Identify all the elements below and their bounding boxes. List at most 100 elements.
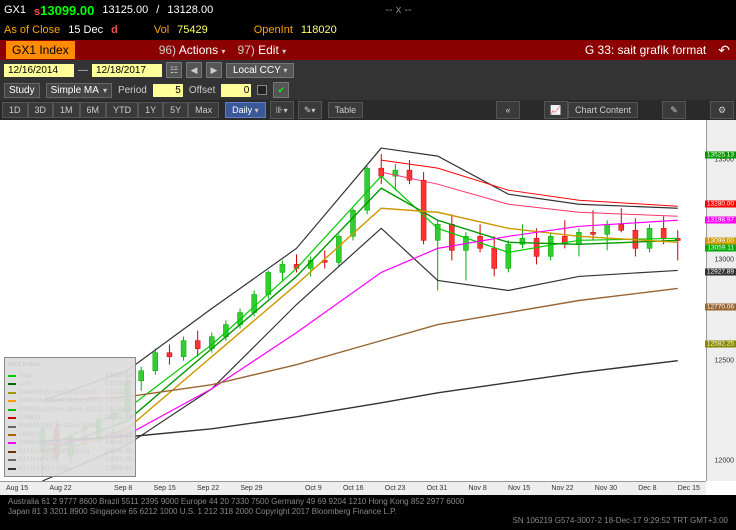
x-label: Sep 15 — [154, 485, 176, 492]
back-icon[interactable]: ↶ — [718, 42, 730, 59]
date-to[interactable] — [92, 64, 162, 77]
candle-icon[interactable]: ⊪▾ — [270, 101, 294, 119]
change-d: d — [111, 24, 118, 36]
range-max[interactable]: Max — [188, 102, 219, 118]
footer-line3: SN 106219 G574-3007-2 18-Dec-17 9:29:52 … — [8, 516, 728, 526]
y-tick: 13000 — [715, 257, 734, 264]
calendar-icon[interactable]: ☷ — [166, 62, 182, 78]
range-3d[interactable]: 3D — [28, 102, 54, 118]
main-toolbar: GX1 Index 96) Actions ▾ 97) Edit ▾ G 33:… — [0, 40, 736, 60]
table-button[interactable]: Table — [328, 102, 364, 118]
range-1m[interactable]: 1M — [53, 102, 80, 118]
gear-icon[interactable]: ⚙ — [710, 101, 734, 119]
period-label: Period — [118, 85, 147, 96]
x-label: Oct 31 — [427, 485, 448, 492]
range-bar: 1D3D1M6MYTD1Y5YMax Daily ▾ ⊪▾ ✎▾ Table «… — [0, 100, 736, 120]
x-label: Sep 22 — [197, 485, 219, 492]
legend-row: High13629.50 — [8, 372, 132, 380]
y-tick: 12500 — [715, 357, 734, 364]
low: -- x -- — [385, 4, 411, 16]
range-ytd[interactable]: YTD — [106, 102, 138, 118]
range-1d[interactable]: 1D — [2, 102, 28, 118]
x-label: Nov 8 — [468, 485, 486, 492]
date-bar: — ☷ ◀ ▶ Local CCY ▾ — [0, 60, 736, 80]
offset-input[interactable] — [221, 84, 251, 97]
y-flag: 13198.97 — [705, 217, 736, 224]
high: 13128.00 — [167, 4, 213, 16]
actions-menu[interactable]: 96) Actions ▾ — [159, 43, 226, 57]
prev-icon[interactable]: ◀ — [186, 62, 202, 78]
next-icon[interactable]: ▶ — [206, 62, 222, 78]
y-flag: 13059.11 — [705, 245, 736, 252]
y-flag: 12770.06 — [705, 303, 736, 310]
asof-date: 15 Dec — [68, 24, 103, 36]
offset-checkbox[interactable] — [257, 85, 267, 95]
offset-label: Offset — [189, 85, 216, 96]
x-label: Dec 15 — [678, 485, 700, 492]
last-price: 13099.00 — [40, 3, 94, 18]
x-label: Sep 8 — [114, 485, 132, 492]
legend-row: KLTN MA(10)13081.89 — [8, 456, 132, 464]
chart-content-button[interactable]: Chart Content — [568, 102, 638, 118]
chart-area[interactable]: 1200012500130001350013525.1313280.001319… — [0, 120, 736, 495]
x-label: Aug 22 — [49, 485, 71, 492]
range-1y[interactable]: 1Y — [138, 102, 163, 118]
legend-row: SMAVG (20) on Close (GX1)13120.59 — [8, 406, 132, 414]
x-label: Sep 29 — [240, 485, 262, 492]
legend-row: Low13029.50 — [8, 380, 132, 388]
chart-add-icon[interactable]: 📈 — [544, 101, 568, 119]
legend-row: BollMA (20) on Close (GX1) — [8, 422, 132, 430]
study-dropdown[interactable]: Study — [4, 83, 40, 98]
apply-icon[interactable]: ✔ — [273, 82, 289, 98]
footer-line1: Australia 61 2 9777 8600 Brazil 5511 239… — [8, 497, 728, 507]
footer: Australia 61 2 9777 8600 Brazil 5511 239… — [0, 495, 736, 528]
x-label: Oct 9 — [305, 485, 322, 492]
study-bar: Study Simple MA▾ Period Offset ✔ — [0, 80, 736, 100]
range-5y[interactable]: 5Y — [163, 102, 188, 118]
legend-box: GX1 Index High13629.50Low13029.50SMAVG (… — [4, 357, 136, 477]
legend-row: SMAVG (10) on Close (GX1)13072.53 — [8, 397, 132, 405]
y-flag: 13525.13 — [705, 152, 736, 159]
index-name: GX1 Index — [6, 41, 75, 59]
price-header: GX1 s13099.00 13125.00 / 13128.00 -- x -… — [0, 0, 736, 20]
collapse-icon[interactable]: « — [496, 101, 520, 119]
x-label: Oct 16 — [343, 485, 364, 492]
page-title: G 33: sait grafik format — [585, 43, 706, 57]
x-label: Oct 23 — [385, 485, 406, 492]
open: 13125.00 — [102, 4, 148, 16]
ticker: GX1 — [4, 4, 26, 16]
legend-row: SMAVG(50)13198.75 — [8, 439, 132, 447]
range-6m[interactable]: 6M — [80, 102, 107, 118]
edit-menu[interactable]: 97) Edit ▾ — [237, 43, 286, 57]
x-label: Nov 30 — [595, 485, 617, 492]
footer-line2: Japan 81 3 3201 8900 Singapore 65 6212 1… — [8, 507, 728, 517]
y-flag: 12582.25 — [705, 341, 736, 348]
y-flag: 13099.00 — [705, 237, 736, 244]
asof-label: As of Close — [4, 24, 60, 36]
legend-row: KLTN LB(10,100)12959.54 — [8, 465, 132, 473]
currency-dropdown[interactable]: Local CCY ▾ — [226, 63, 294, 78]
legend-row: SMAVG (5) on Close (GX1)13108.57 — [8, 389, 132, 397]
period-input[interactable] — [153, 84, 183, 97]
info-header: As of Close 15 Dec d Vol 75429 OpenInt 1… — [0, 20, 736, 40]
y-flag: 13280.00 — [705, 201, 736, 208]
oi-value: 118020 — [301, 24, 337, 36]
legend-row: KLTN UB(10,100) (GX1)13294.39 — [8, 448, 132, 456]
x-axis: Aug 15 Aug 22 Sep 8 Sep 15 Sep 22 Sep 29 Oct 9… — [0, 481, 706, 495]
y-axis: 1200012500130001350013525.1313280.001319… — [706, 120, 736, 481]
vol-label: Vol — [154, 24, 169, 36]
y-tick: 12000 — [715, 457, 734, 464]
interval-dropdown[interactable]: Daily ▾ — [225, 102, 266, 118]
x-label: Aug 15 — [6, 485, 28, 492]
x-label: Nov 22 — [551, 485, 573, 492]
x-label: Dec 8 — [638, 485, 656, 492]
oi-label: OpenInt — [254, 24, 293, 36]
y-flag: 12927.89 — [705, 269, 736, 276]
edit-icon[interactable]: ✎ — [662, 101, 686, 119]
x-label: Nov 15 — [508, 485, 530, 492]
legend-title: GX1 Index — [8, 361, 132, 369]
legend-row: LBB(2)12959.29 — [8, 431, 132, 439]
draw-icon[interactable]: ✎▾ — [298, 101, 322, 119]
date-from[interactable] — [4, 64, 74, 77]
ma-dropdown[interactable]: Simple MA▾ — [46, 83, 112, 98]
